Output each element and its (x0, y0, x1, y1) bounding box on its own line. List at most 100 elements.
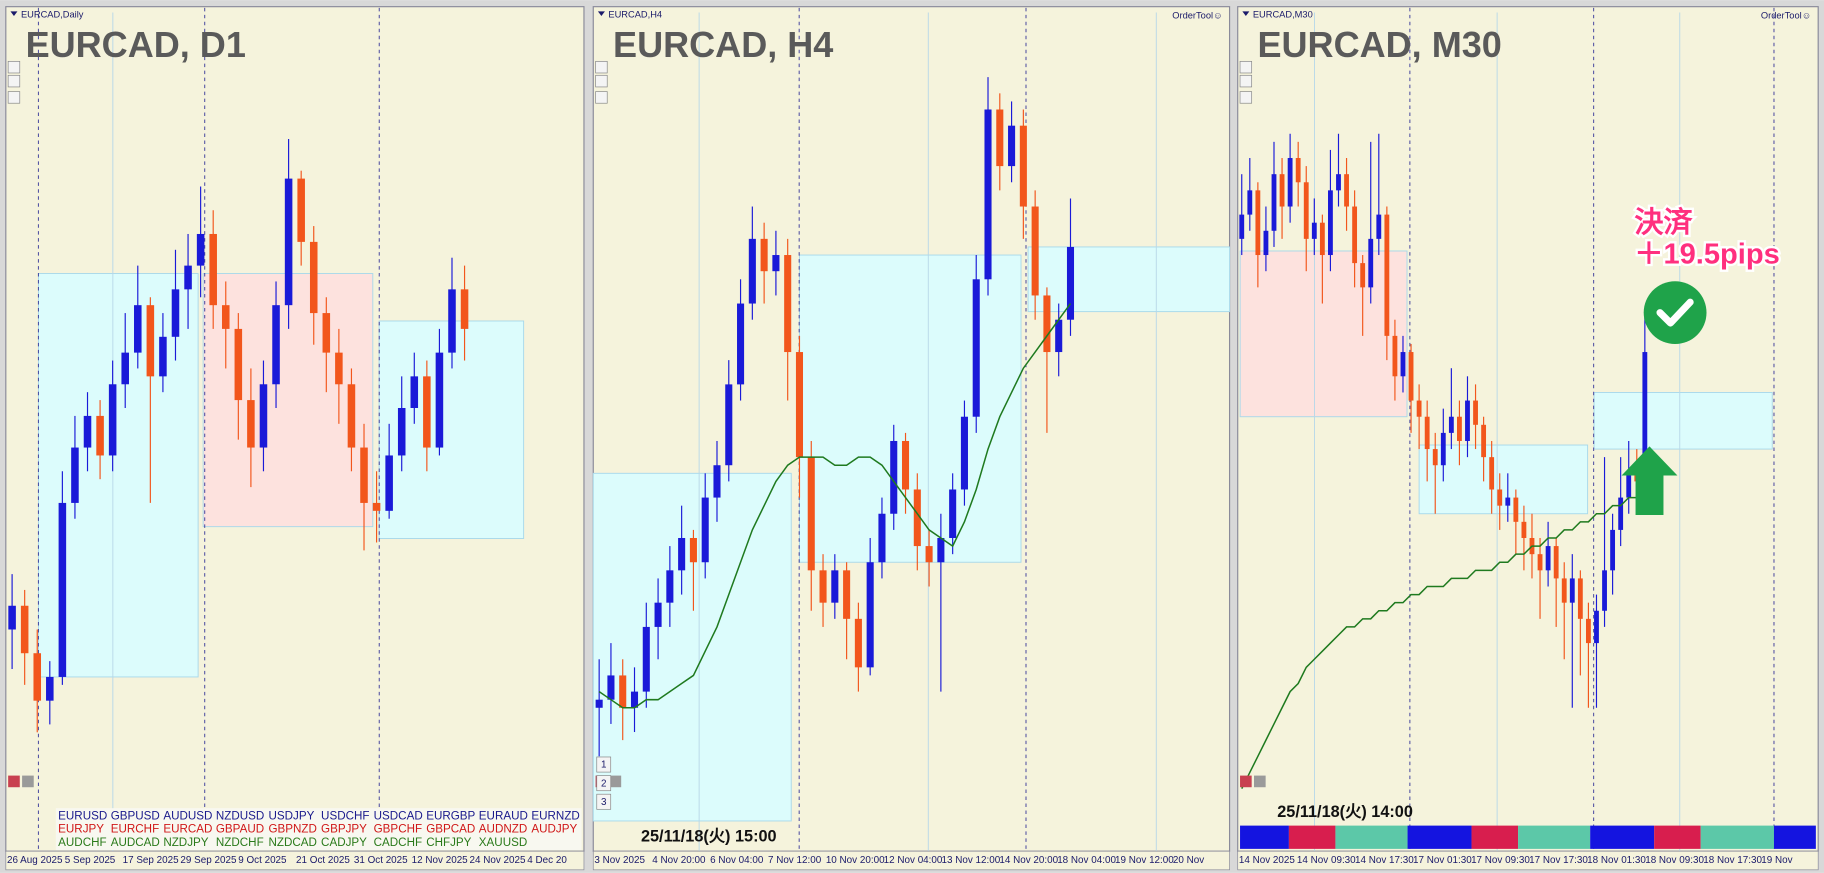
candle-body (1545, 546, 1551, 571)
symbol-button[interactable]: CHFJPY (426, 836, 471, 849)
candle-body (1400, 352, 1406, 377)
date-label: 24 Nov 2025 (469, 855, 526, 866)
symbol-button[interactable]: EURNZD (531, 809, 579, 822)
candle-body (1239, 214, 1245, 239)
candle-body (448, 289, 456, 353)
date-label: 10 Nov 20:00 (826, 855, 885, 866)
candle-body (854, 618, 862, 668)
symbol-button[interactable]: GBPAUD (216, 823, 264, 836)
candle-body (960, 416, 968, 490)
date-label: 12 Nov 2025 (412, 855, 469, 866)
date-label: 19 Nov 12:00 (1115, 855, 1174, 866)
number-button[interactable] (596, 756, 612, 773)
candle-body (410, 376, 419, 408)
candle-body (925, 546, 933, 563)
symbol-button[interactable]: EURGBP (426, 809, 475, 822)
candle-body (33, 653, 42, 701)
candle-body (1360, 263, 1366, 288)
session-strip (1590, 825, 1655, 849)
candle-body (654, 602, 662, 627)
symbol-button[interactable]: CADCHF (374, 836, 422, 849)
symbol-button[interactable]: NZDCHF (216, 836, 264, 849)
symbol-button[interactable]: EURJPY (58, 823, 104, 836)
candle-body (1594, 610, 1599, 644)
candle-body (196, 233, 205, 266)
symbol-button[interactable]: EURAUD (479, 809, 528, 822)
candle-body (309, 241, 318, 314)
candle-body (1585, 618, 1591, 644)
zone-box (1027, 246, 1231, 313)
candle-body (1602, 570, 1607, 611)
symbol-button[interactable]: GBPNZD (268, 823, 316, 836)
symbol-button[interactable]: AUDCAD (111, 836, 160, 849)
date-label: 13 Nov 12:00 (942, 855, 1001, 866)
symbol-button[interactable]: NZDCAD (268, 836, 316, 849)
profit-note: ＋19.5pips (1634, 238, 1779, 270)
candle-body (1303, 182, 1309, 239)
moving-average (598, 303, 1072, 709)
date-label: 9 Oct 2025 (238, 855, 287, 866)
symbol-button[interactable]: GBPUSD (111, 809, 160, 822)
candle-body (890, 440, 898, 514)
panel-arrow (597, 11, 605, 16)
symbol-button[interactable]: EURUSD (58, 809, 107, 822)
date-label: 3 Nov 2025 (594, 855, 645, 866)
session-strip (1288, 825, 1336, 849)
scroll-button (7, 74, 21, 88)
symbol-button[interactable]: CADJPY (321, 836, 367, 849)
symbol-button[interactable]: EURCHF (111, 823, 159, 836)
symbol-button[interactable]: NZDUSD (216, 809, 264, 822)
symbol-button[interactable]: AUDJPY (531, 823, 577, 836)
candle-body (96, 415, 104, 456)
session-strip (1407, 825, 1472, 849)
date-label: 4 Dec 20 (527, 855, 567, 866)
symbol-button[interactable]: USDJPY (268, 809, 314, 822)
candle-body (435, 352, 444, 448)
candle-body (184, 265, 192, 290)
candle-body (71, 447, 79, 503)
panel-header: EURCAD,M30 (1253, 9, 1313, 19)
candle-body (819, 570, 827, 603)
symbol-button[interactable]: NZDJPY (163, 836, 208, 849)
candle-body (1642, 352, 1648, 482)
scroll-button (1239, 74, 1253, 88)
entry-arrow (1621, 446, 1678, 516)
symbol-button[interactable]: USDCAD (374, 809, 423, 822)
symbol-button[interactable]: GBPCHF (374, 823, 422, 836)
candle-body (1569, 578, 1575, 603)
date-label: 17 Sep 2025 (123, 855, 180, 866)
symbol-button[interactable]: GBPJPY (321, 823, 367, 836)
candle-body (678, 537, 686, 571)
candle-body (1019, 125, 1027, 207)
candle-body (1287, 158, 1293, 207)
candle-body (795, 352, 804, 458)
candle-body (360, 447, 368, 503)
candle-body (46, 676, 54, 701)
symbol-button[interactable]: XAUUSD (479, 836, 527, 849)
symbol-button[interactable]: AUDUSD (163, 809, 212, 822)
symbol-button[interactable]: GBPCAD (426, 823, 475, 836)
symbol-button[interactable]: AUDCHF (58, 836, 106, 849)
candle-body (83, 415, 92, 448)
symbol-button[interactable]: AUDNZD (479, 823, 527, 836)
candle-body (1465, 400, 1470, 441)
profit-note: 決済 (1634, 206, 1693, 239)
session-strip (1654, 825, 1701, 849)
date-label: 26 Aug 2025 (7, 855, 63, 866)
candle-body (234, 328, 243, 401)
candle-body (460, 289, 469, 329)
candle-body (1521, 521, 1527, 538)
date-axis (5, 850, 585, 871)
symbol-button[interactable]: USDCHF (321, 809, 369, 822)
date-label: 7 Nov 12:00 (768, 855, 822, 866)
number-button[interactable] (596, 775, 612, 792)
candle-body (1489, 457, 1495, 490)
number-button[interactable] (596, 793, 612, 810)
date-label: 14 Nov 20:00 (999, 855, 1058, 866)
candle-body (20, 605, 29, 654)
symbol-button[interactable]: EURCAD (163, 823, 212, 836)
candle-body (1432, 449, 1438, 466)
candle-body (134, 305, 142, 353)
candle-body (748, 238, 756, 304)
